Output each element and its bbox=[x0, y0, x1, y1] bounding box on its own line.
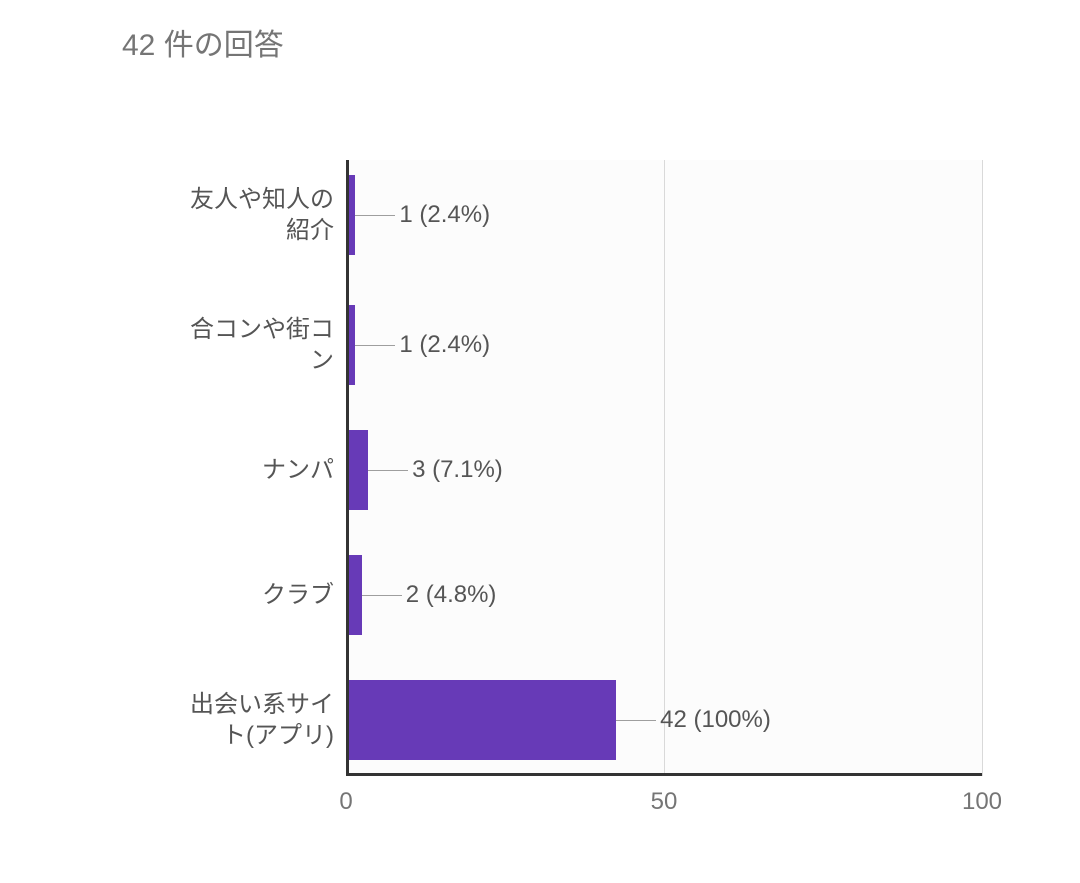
gridline bbox=[664, 160, 665, 776]
leader-line bbox=[616, 720, 656, 721]
x-tick-label: 100 bbox=[962, 788, 1002, 816]
category-label: 友人や知人の紹介 bbox=[34, 184, 334, 246]
x-tick-label: 50 bbox=[651, 788, 678, 816]
category-label: クラブ bbox=[34, 579, 334, 610]
value-label: 42 (100%) bbox=[660, 706, 771, 734]
leader-line bbox=[355, 215, 395, 216]
plot-area: 友人や知人の紹介1 (2.4%)合コンや街コン1 (2.4%)ナンパ3 (7.1… bbox=[346, 160, 982, 776]
bar bbox=[349, 555, 362, 635]
y-axis bbox=[346, 160, 349, 776]
value-label: 1 (2.4%) bbox=[399, 201, 490, 229]
value-label: 3 (7.1%) bbox=[412, 456, 503, 484]
bar bbox=[349, 430, 368, 510]
leader-line bbox=[355, 345, 395, 346]
responses-count: 42 件の回答 bbox=[122, 29, 284, 62]
bar bbox=[349, 680, 616, 760]
category-label: 出会い系サイト(アプリ) bbox=[34, 689, 334, 751]
bar-chart: 友人や知人の紹介 1 (2.4%) 合コンや街コン 1 (2.4%) ナンパ 3 (7.1… bbox=[0, 160, 1080, 860]
gridline bbox=[982, 160, 983, 776]
leader-line bbox=[362, 595, 402, 596]
category-label: ナンパ bbox=[34, 454, 334, 485]
x-tick-label: 0 bbox=[339, 788, 352, 816]
x-axis bbox=[346, 773, 982, 776]
value-label: 2 (4.8%) bbox=[406, 581, 497, 609]
responses-header: 42 件の回答 bbox=[122, 20, 284, 64]
category-label: 合コンや街コン bbox=[34, 314, 334, 376]
leader-line bbox=[368, 470, 408, 471]
value-label: 1 (2.4%) bbox=[399, 331, 490, 359]
